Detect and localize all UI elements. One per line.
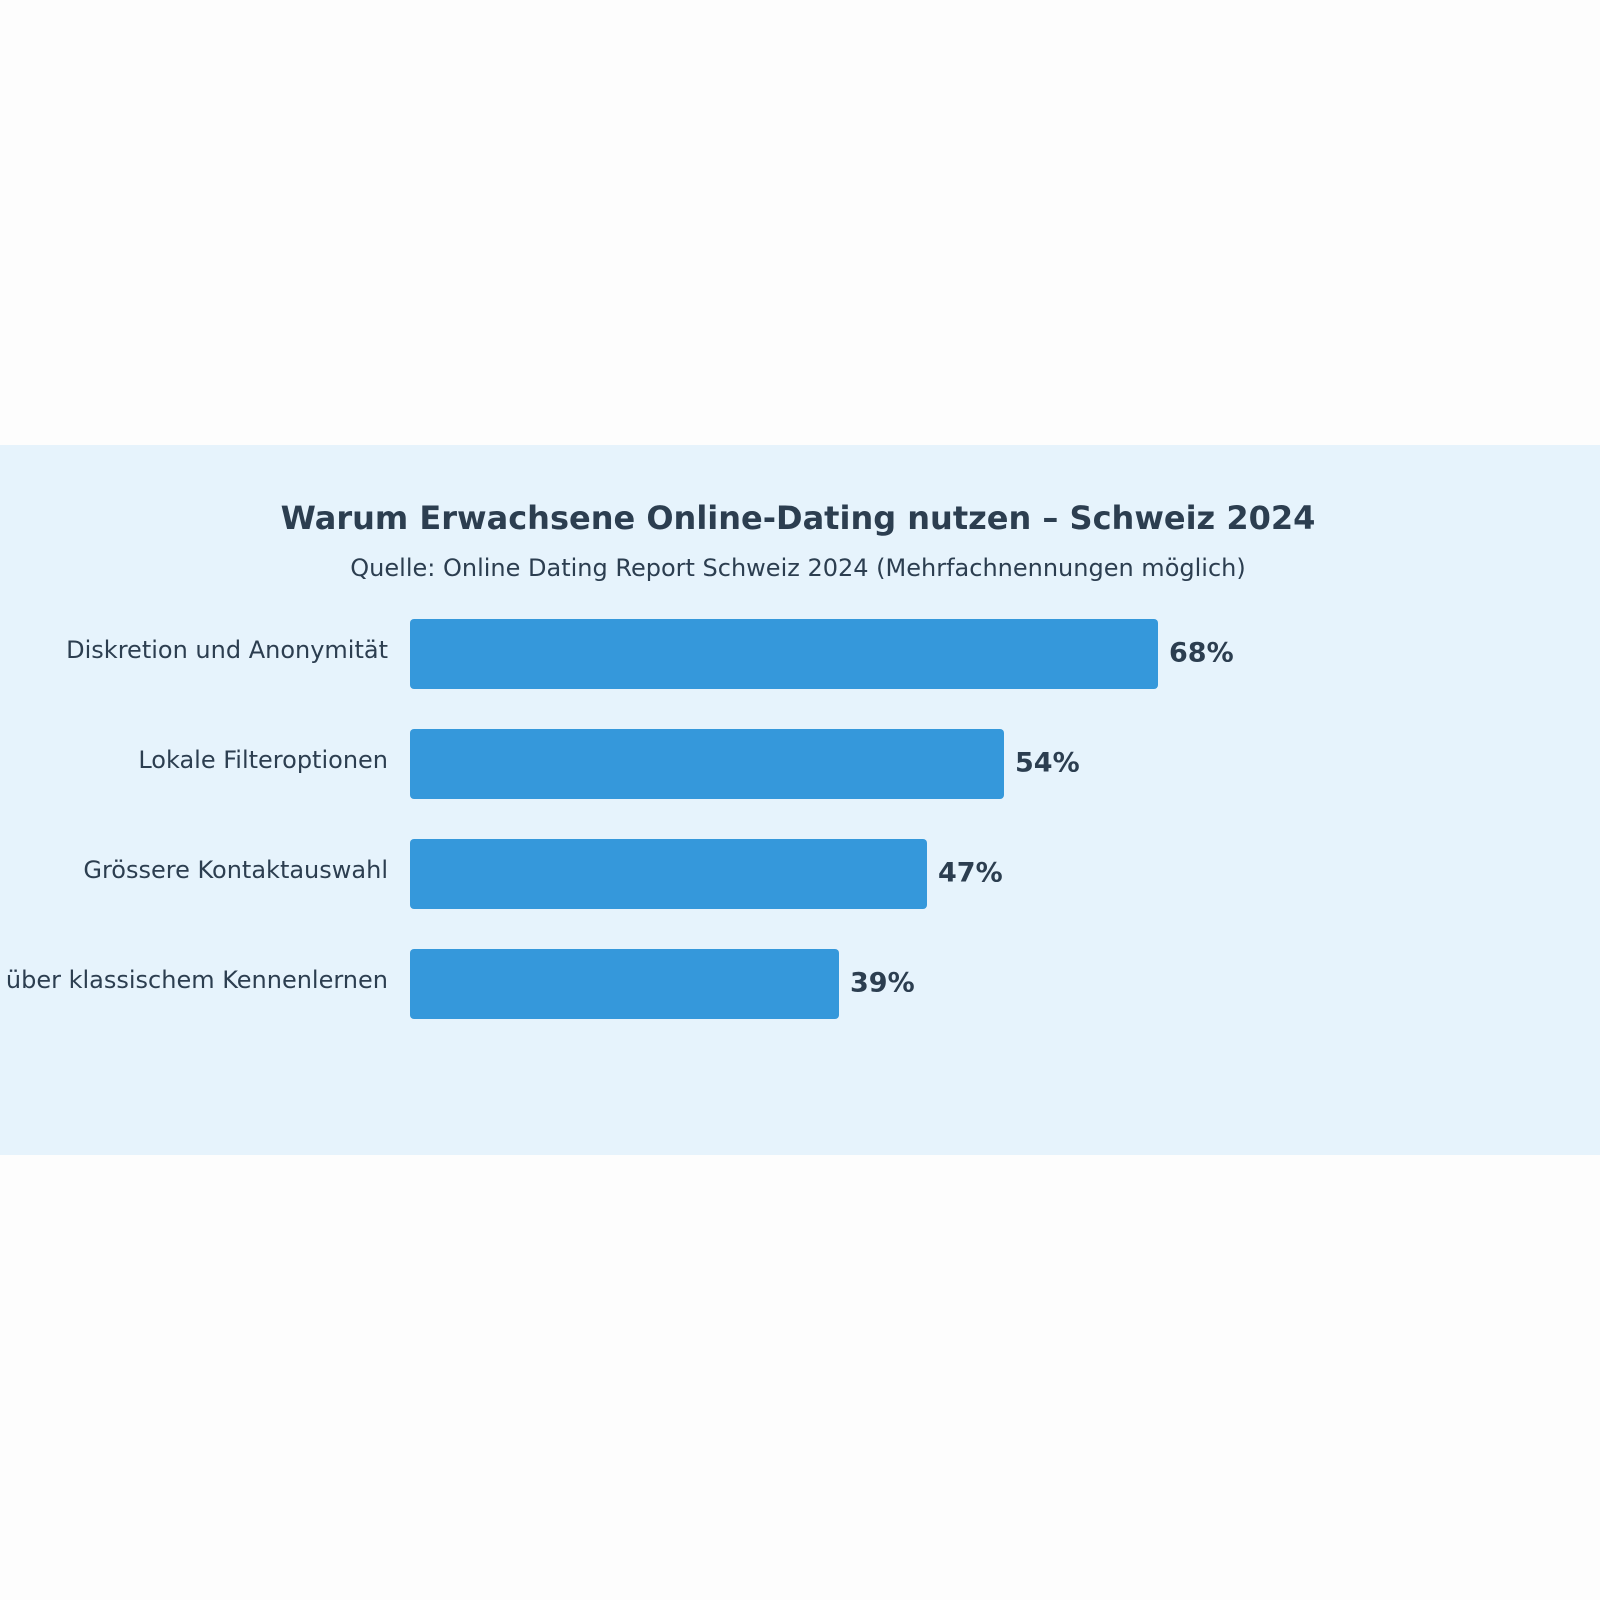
chart-panel: Warum Erwachsene Online-Dating nutzen – …: [0, 445, 1600, 1155]
chart-title: Warum Erwachsene Online-Dating nutzen – …: [281, 499, 1316, 537]
bar: [410, 949, 839, 1019]
category-label: Lokale Filteroptionen: [138, 746, 388, 774]
bars-layer: Diskretion und Anonymität 68% Lokale Filte…: [6, 619, 1234, 1019]
bar: [410, 839, 927, 909]
category-label: Grössere Kontaktauswahl: [83, 856, 388, 884]
bar: [410, 729, 1004, 799]
value-label: 68%: [1169, 638, 1234, 669]
category-label: über klassischem Kennenlernen: [6, 966, 388, 994]
bar-chart: Warum Erwachsene Online-Dating nutzen – …: [6, 499, 1316, 1019]
category-label: Diskretion und Anonymität: [66, 636, 388, 664]
value-label: 54%: [1015, 748, 1080, 779]
value-label: 39%: [850, 968, 915, 999]
chart-subtitle: Quelle: Online Dating Report Schweiz 202…: [350, 554, 1245, 582]
bar: [410, 619, 1158, 689]
value-label: 47%: [938, 858, 1003, 889]
